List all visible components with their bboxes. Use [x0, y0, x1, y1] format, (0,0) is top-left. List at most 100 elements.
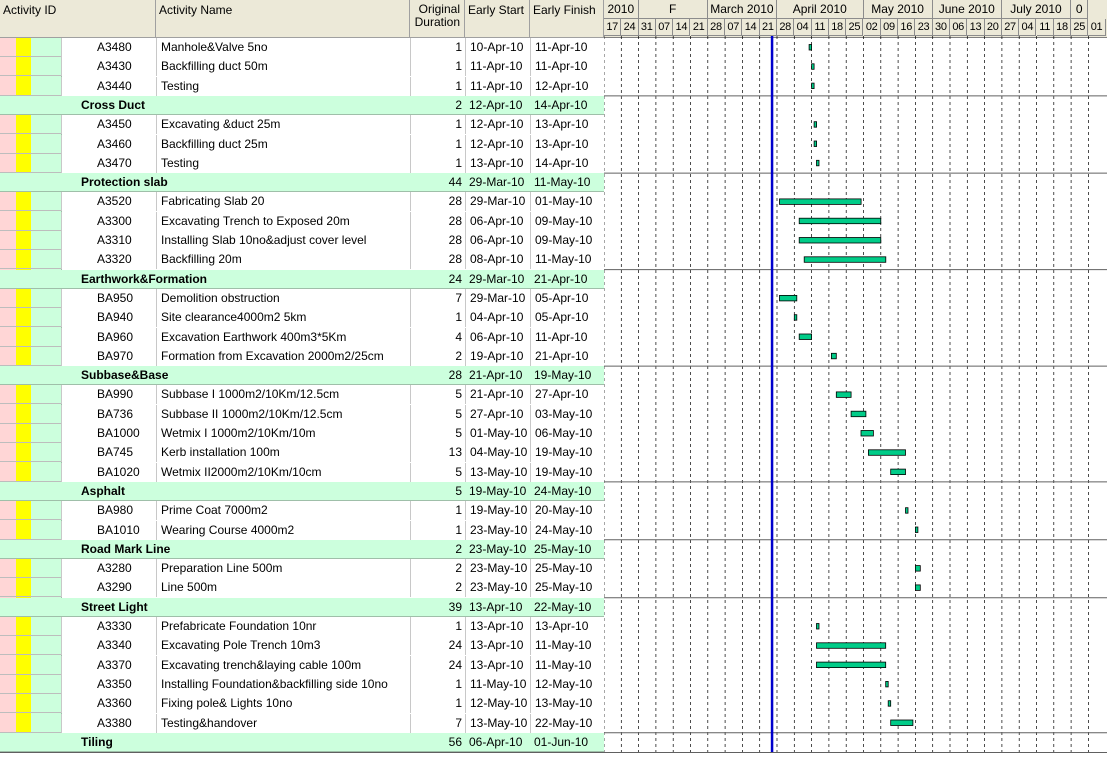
gantt-bar[interactable]	[779, 198, 862, 205]
group-row[interactable]: Asphalt 5 19-May-10 24-May-10	[0, 481, 604, 501]
gantt-bar[interactable]	[813, 121, 818, 128]
table-row[interactable]: BA1010 Wearing Course 4000m2 1 23-May-10 24-…	[0, 520, 604, 540]
column-header-activity-name[interactable]: Activity Name	[156, 0, 410, 38]
gantt-bar[interactable]	[905, 507, 909, 514]
column-header-activity-id[interactable]: Activity ID	[0, 0, 156, 38]
table-row[interactable]: A3370 Excavating trench&laying cable 100m…	[0, 655, 604, 675]
group-row[interactable]: Protection slab 44 29-Mar-10 11-May-10	[0, 173, 604, 193]
table-row[interactable]: BA960 Excavation Earthwork 400m3*5Km 4 06-A…	[0, 327, 604, 347]
early-finish: 21-Apr-10	[530, 346, 604, 366]
group-name: Subbase&Base	[81, 368, 169, 383]
table-row[interactable]: A3520 Fabricating Slab 20 28 29-Mar-10 01-Ma…	[0, 192, 604, 212]
gantt-bar[interactable]	[816, 661, 887, 668]
table-row[interactable]: A3290 Line 500m 2 23-May-10 25-May-10	[0, 578, 604, 598]
group-row[interactable]: Cross Duct 2 12-Apr-10 14-Apr-10	[0, 95, 604, 115]
timescale-day: 21	[759, 19, 777, 36]
timescale-day: 17	[604, 19, 622, 36]
table-row[interactable]: BA1000 Wetmix I 1000m2/10Km/10m 5 01-May-10…	[0, 424, 604, 443]
gantt-bar[interactable]	[914, 584, 921, 591]
original-duration: 1	[410, 134, 465, 154]
gantt-bar[interactable]	[816, 623, 820, 630]
column-header-early-start[interactable]: Early Start	[465, 0, 530, 38]
early-finish: 27-Apr-10	[530, 385, 604, 405]
gantt-bar[interactable]	[811, 82, 815, 89]
activity-name: Backfilling duct 25m	[156, 134, 410, 154]
gantt-bar[interactable]	[798, 217, 882, 225]
early-start: 13-Apr-10	[465, 655, 530, 675]
early-start: 13-Apr-10	[465, 617, 530, 636]
column-header-early-finish[interactable]: Early Finish	[530, 0, 604, 38]
gantt-bar[interactable]	[793, 314, 798, 321]
column-header-original-duration[interactable]: Original Duration	[410, 0, 465, 38]
gantt-bar[interactable]	[813, 140, 818, 147]
table-row[interactable]: BA980 Prime Coat 7000m2 1 19-May-10 20-May-1…	[0, 501, 604, 521]
table-row[interactable]: A3480 Manhole&Valve 5no 1 10-Apr-10 11-Apr-1…	[0, 38, 604, 57]
column-header-early-start-label: Early Start	[468, 3, 525, 17]
table-row[interactable]: A3330 Prefabricate Foundation 10nr 1 13-Apr…	[0, 617, 604, 636]
activity-id: BA1000	[61, 424, 156, 443]
gantt-bar[interactable]	[830, 352, 837, 360]
gantt-bar[interactable]	[835, 391, 852, 398]
table-row[interactable]: A3450 Excavating &duct 25m 1 12-Apr-10 13-Ap…	[0, 115, 604, 135]
table-row[interactable]: A3320 Backfilling 20m 28 08-Apr-10 11-May-10	[0, 250, 604, 270]
table-row[interactable]: BA940 Site clearance4000m2 5km 1 04-Apr-10 0…	[0, 308, 604, 328]
table-row[interactable]: A3430 Backfilling duct 50m 1 11-Apr-10 11-Ap…	[0, 57, 604, 77]
original-duration: 2	[410, 578, 465, 598]
gantt-bar[interactable]	[850, 410, 867, 418]
table-row[interactable]: A3310 Installing Slab 10no&adjust cover l…	[0, 231, 604, 250]
gantt-bar[interactable]	[811, 63, 815, 70]
early-finish: 19-May-10	[534, 368, 592, 383]
original-duration: 1	[410, 57, 465, 77]
gantt-bar[interactable]	[803, 256, 887, 263]
table-row[interactable]: BA736 Subbase II 1000m2/10Km/12.5cm 5 27-Ap…	[0, 404, 604, 424]
table-row[interactable]: BA1020 Wetmix II2000m2/10Km/10cm 5 13-May-1…	[0, 462, 604, 482]
table-row[interactable]: A3340 Excavating Pole Trench 10m3 24 13-Apr…	[0, 636, 604, 656]
activity-id: A3340	[61, 636, 156, 656]
gantt-bar[interactable]	[867, 449, 906, 456]
original-duration: 2	[410, 559, 465, 579]
gantt-bar[interactable]	[860, 430, 874, 437]
group-row[interactable]: Street Light 39 13-Apr-10 22-May-10	[0, 597, 604, 617]
table-row[interactable]: A3380 Testing&handover 7 13-May-10 22-May-10	[0, 713, 604, 733]
activity-name: Prefabricate Foundation 10nr	[156, 617, 410, 636]
table-row[interactable]: A3470 Testing 1 13-Apr-10 14-Apr-10	[0, 153, 604, 173]
group-row[interactable]: Road Mark Line 2 23-May-10 25-May-10	[0, 539, 604, 559]
group-name: Cross Duct	[81, 97, 146, 112]
early-start: 06-Apr-10	[465, 327, 530, 347]
early-start: 04-May-10	[465, 443, 530, 463]
original-duration: 28	[410, 192, 465, 212]
gantt-bar[interactable]	[885, 681, 889, 688]
gantt-bar[interactable]	[816, 159, 820, 167]
table-row[interactable]: A3350 Installing Foundation&backfilling s…	[0, 674, 604, 694]
table-row[interactable]: A3440 Testing 1 11-Apr-10 12-Apr-10	[0, 76, 604, 96]
activity-id: A3300	[61, 211, 156, 231]
gantt-bar[interactable]	[808, 44, 813, 51]
early-finish: 05-Apr-10	[530, 308, 604, 328]
original-duration: 4	[410, 327, 465, 347]
table-row[interactable]: A3300 Excavating Trench to Exposed 20m 28 0…	[0, 211, 604, 231]
gantt-bar[interactable]	[890, 468, 906, 476]
gantt-bar[interactable]	[890, 719, 914, 726]
original-duration: 2	[455, 97, 462, 112]
gantt-bar[interactable]	[914, 565, 921, 572]
table-row[interactable]: BA970 Formation from Excavation 2000m2/25…	[0, 346, 604, 366]
gantt-bar[interactable]	[798, 333, 812, 340]
table-row[interactable]: A3460 Backfilling duct 25m 1 12-Apr-10 13-Ap…	[0, 134, 604, 154]
group-row[interactable]: Earthwork&Formation 24 29-Mar-10 21-Apr-10	[0, 269, 604, 289]
gantt-bar[interactable]	[887, 700, 892, 707]
timescale-day: 13	[967, 19, 985, 36]
table-row[interactable]: A3280 Preparation Line 500m 2 23-May-10 25-M…	[0, 559, 604, 579]
timescale-day: 25	[1071, 19, 1089, 36]
gantt-bar[interactable]	[779, 294, 798, 302]
table-row[interactable]: BA950 Demolition obstruction 7 29-Mar-10 05-…	[0, 288, 604, 308]
group-row[interactable]: Tiling 56 06-Apr-10 01-Jun-10	[0, 732, 604, 752]
activity-id: A3480	[61, 38, 156, 57]
gantt-bar[interactable]	[798, 237, 882, 244]
gantt-bar[interactable]	[914, 526, 919, 533]
table-row[interactable]: A3360 Fixing pole& Lights 10no 1 12-May-10 1…	[0, 694, 604, 714]
table-row[interactable]: BA990 Subbase I 1000m2/10Km/12.5cm 5 21-Apr…	[0, 385, 604, 405]
gantt-bar[interactable]	[816, 642, 887, 649]
group-row[interactable]: Subbase&Base 28 21-Apr-10 19-May-10	[0, 366, 604, 386]
early-start: 21-Apr-10	[469, 368, 523, 383]
table-row[interactable]: BA745 Kerb installation 100m 13 04-May-10 19…	[0, 443, 604, 463]
